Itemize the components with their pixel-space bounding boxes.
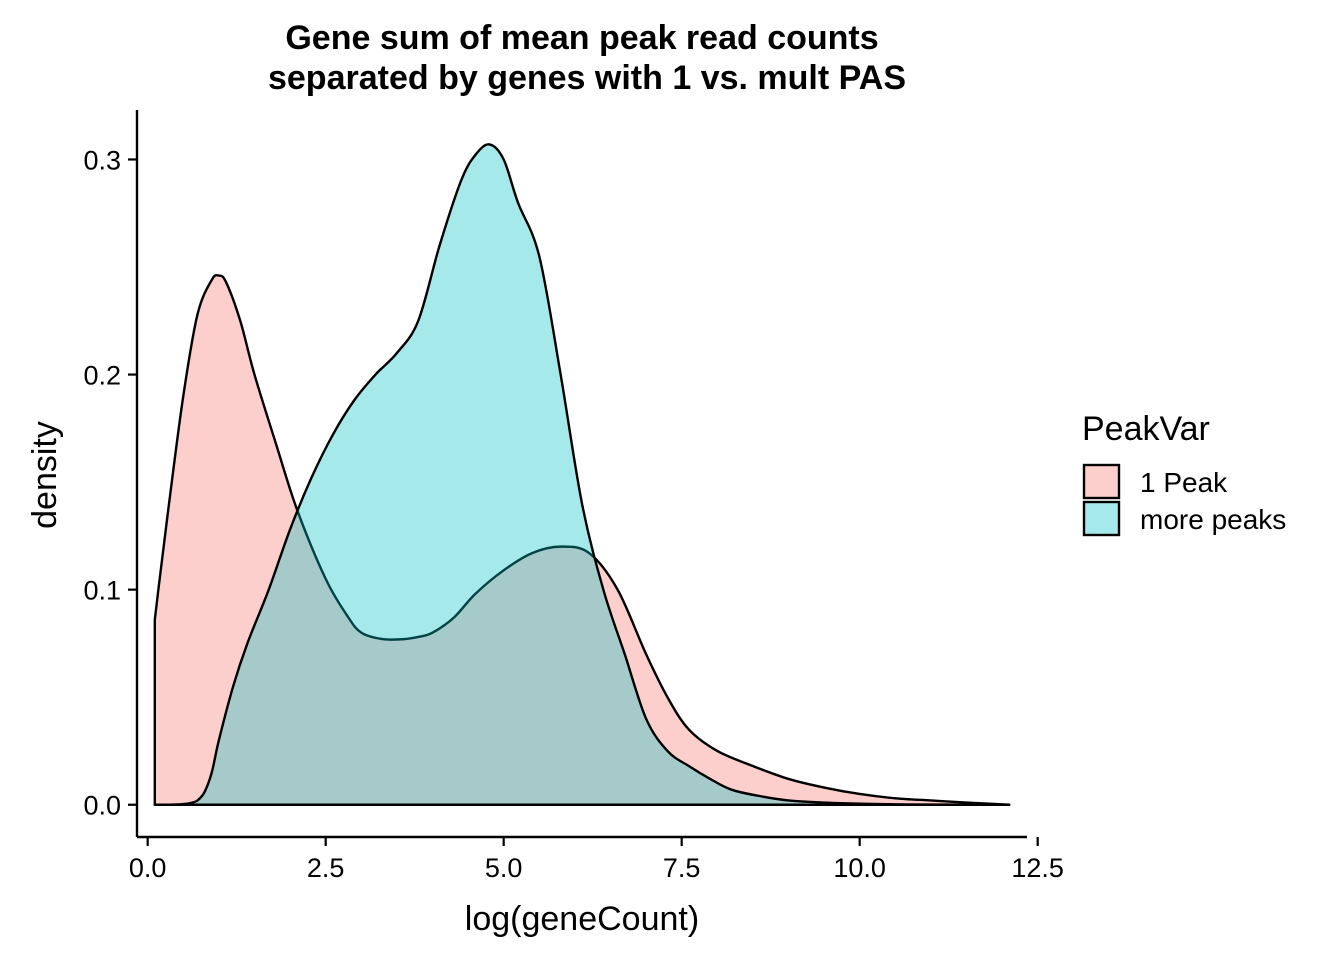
y-tick-label: 0.2 <box>83 361 121 391</box>
y-axis-title: density <box>26 421 64 529</box>
x-tick-label: 12.5 <box>1011 853 1064 883</box>
legend-key-background <box>1084 502 1119 535</box>
x-tick-label: 0.0 <box>129 853 167 883</box>
legend-label: more peaks <box>1140 504 1286 535</box>
legend-title: PeakVar <box>1082 410 1210 448</box>
axes: 0.0 2.5 5.0 7.5 10.0 12.5 0.0 0.1 0.2 0.3 <box>83 110 1064 883</box>
y-tick-label: 0.0 <box>83 791 121 821</box>
x-tick-label: 7.5 <box>663 853 701 883</box>
legend: PeakVar 1 Peak more peaks <box>1082 410 1286 537</box>
x-tick-label: 5.0 <box>485 853 523 883</box>
legend-label: 1 Peak <box>1140 467 1228 498</box>
density-area-more-peaks <box>153 143 1011 806</box>
x-tick-label: 2.5 <box>307 853 345 883</box>
legend-key-background <box>1084 465 1119 498</box>
legend-swatch <box>1082 463 1121 500</box>
plot-area <box>153 143 1011 806</box>
x-axis-title: log(geneCount) <box>465 900 699 938</box>
legend-swatch <box>1082 500 1121 537</box>
chart-subtitle: separated by genes with 1 vs. mult PAS <box>268 59 906 97</box>
density-area-1-peak <box>153 273 1011 806</box>
chart-title: Gene sum of mean peak read counts <box>285 19 878 57</box>
y-tick-label: 0.3 <box>83 145 121 175</box>
x-tick-label: 10.0 <box>833 853 886 883</box>
y-tick-label: 0.1 <box>83 576 121 606</box>
